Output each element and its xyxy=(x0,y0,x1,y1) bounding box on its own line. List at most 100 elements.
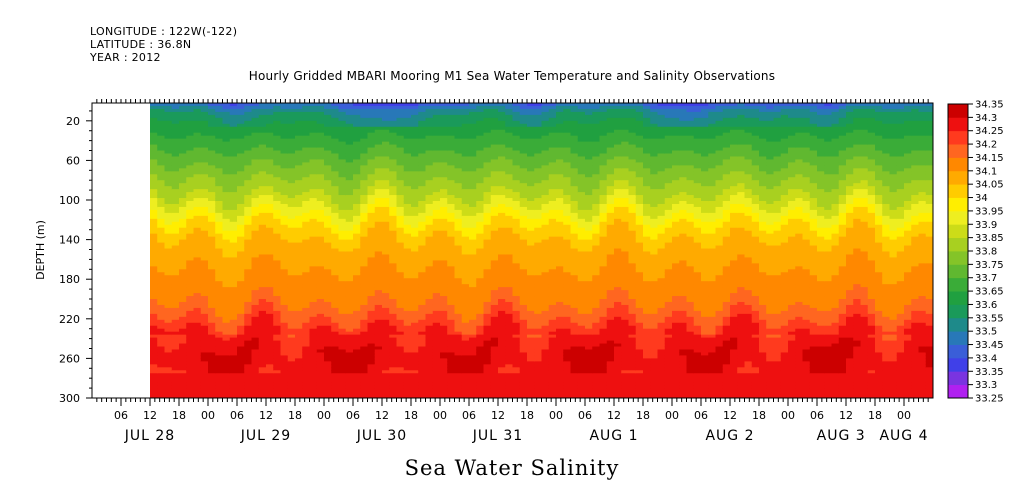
heatmap-cell xyxy=(237,111,245,116)
heatmap-cell xyxy=(287,215,296,220)
heatmap-cell xyxy=(469,206,477,211)
heatmap-cell xyxy=(498,135,506,140)
heatmap-cell xyxy=(454,242,463,247)
heatmap-cell xyxy=(200,159,209,163)
heatmap-cell xyxy=(287,325,296,330)
heatmap-cell xyxy=(338,159,347,163)
heatmap-cell xyxy=(389,111,398,116)
heatmap-cell xyxy=(309,120,318,125)
heatmap-cell xyxy=(215,206,224,211)
heatmap-cell xyxy=(324,206,332,211)
heatmap-cell xyxy=(490,284,499,288)
heatmap-cell xyxy=(302,364,311,368)
heatmap-cell xyxy=(454,364,463,368)
heatmap-cell xyxy=(382,367,390,371)
heatmap-cell xyxy=(345,212,354,217)
heatmap-cell xyxy=(476,218,485,223)
heatmap-cell xyxy=(295,203,303,208)
heatmap-cell xyxy=(498,257,506,261)
heatmap-cell xyxy=(418,352,427,357)
heatmap-cell xyxy=(403,251,412,256)
heatmap-cell xyxy=(411,313,419,318)
heatmap-cell xyxy=(331,120,340,125)
heatmap-cell xyxy=(295,260,303,264)
heatmap-cell xyxy=(432,171,441,175)
heatmap-cell xyxy=(316,331,325,336)
heatmap-cell xyxy=(215,192,224,196)
heatmap-cell xyxy=(345,198,354,202)
heatmap-cell xyxy=(345,132,354,137)
heatmap-cell xyxy=(360,355,369,359)
heatmap-cell xyxy=(403,287,412,291)
heatmap-cell xyxy=(338,319,347,324)
heatmap-cell xyxy=(498,138,506,143)
heatmap-cell xyxy=(229,269,238,273)
heatmap-cell xyxy=(179,150,187,155)
heatmap-cell xyxy=(345,135,354,140)
heatmap-cell xyxy=(316,242,325,247)
heatmap-cell xyxy=(251,144,260,149)
heatmap-cell xyxy=(432,209,441,214)
heatmap-cell xyxy=(483,138,492,143)
heatmap-cell xyxy=(302,385,311,389)
heatmap-cell xyxy=(295,120,303,125)
heatmap-cell xyxy=(367,103,376,107)
heatmap-cell xyxy=(237,394,245,398)
heatmap-cell xyxy=(237,278,245,282)
heatmap-cell xyxy=(222,301,231,306)
heatmap-cell xyxy=(208,376,216,380)
heatmap-cell xyxy=(200,385,209,389)
heatmap-cell xyxy=(498,156,506,161)
heatmap-cell xyxy=(483,316,492,321)
heatmap-cell xyxy=(208,111,216,116)
heatmap-cell xyxy=(200,126,209,131)
heatmap-cell xyxy=(498,313,506,318)
heatmap-cell xyxy=(432,236,441,241)
heatmap-cell xyxy=(273,260,282,264)
heatmap-cell xyxy=(454,367,463,371)
heatmap-cell xyxy=(498,203,506,208)
heatmap-cell xyxy=(476,206,485,211)
heatmap-cell xyxy=(316,322,325,327)
heatmap-cell xyxy=(461,325,470,330)
heatmap-cell xyxy=(382,212,390,217)
heatmap-cell xyxy=(469,275,477,279)
heatmap-cell xyxy=(273,349,282,354)
heatmap-cell xyxy=(237,221,245,226)
heatmap-cell xyxy=(490,209,499,214)
heatmap-cell xyxy=(251,263,260,267)
heatmap-cell xyxy=(150,254,158,259)
heatmap-cell xyxy=(425,117,434,122)
heatmap-cell xyxy=(273,361,282,365)
heatmap-cell xyxy=(237,126,245,131)
heatmap-cell xyxy=(382,245,390,250)
heatmap-cell xyxy=(222,251,231,256)
heatmap-cell xyxy=(483,123,492,128)
heatmap-cell xyxy=(476,171,485,175)
heatmap-cell xyxy=(164,334,173,339)
heatmap-cell xyxy=(186,319,195,324)
heatmap-cell xyxy=(490,379,499,383)
heatmap-cell xyxy=(222,135,231,140)
heatmap-cell xyxy=(287,242,296,247)
heatmap-cell xyxy=(483,156,492,161)
heatmap-cell xyxy=(266,183,274,187)
heatmap-cell xyxy=(432,370,441,374)
heatmap-cell xyxy=(215,230,224,235)
heatmap-cell xyxy=(389,165,398,169)
heatmap-cell xyxy=(418,153,427,158)
heatmap-cell xyxy=(179,174,187,178)
heatmap-cell xyxy=(273,278,282,282)
heatmap-cell xyxy=(179,215,187,220)
heatmap-cell xyxy=(316,201,325,205)
heatmap-cell xyxy=(382,177,390,181)
heatmap-cell xyxy=(498,103,506,107)
heatmap-cell xyxy=(447,201,456,205)
heatmap-cell xyxy=(179,278,187,282)
heatmap-cell xyxy=(258,284,267,288)
heatmap-cell xyxy=(222,183,231,187)
heatmap-cell xyxy=(396,319,405,324)
heatmap-cell xyxy=(222,272,231,276)
heatmap-cell xyxy=(287,355,296,359)
heatmap-cell xyxy=(425,275,434,279)
